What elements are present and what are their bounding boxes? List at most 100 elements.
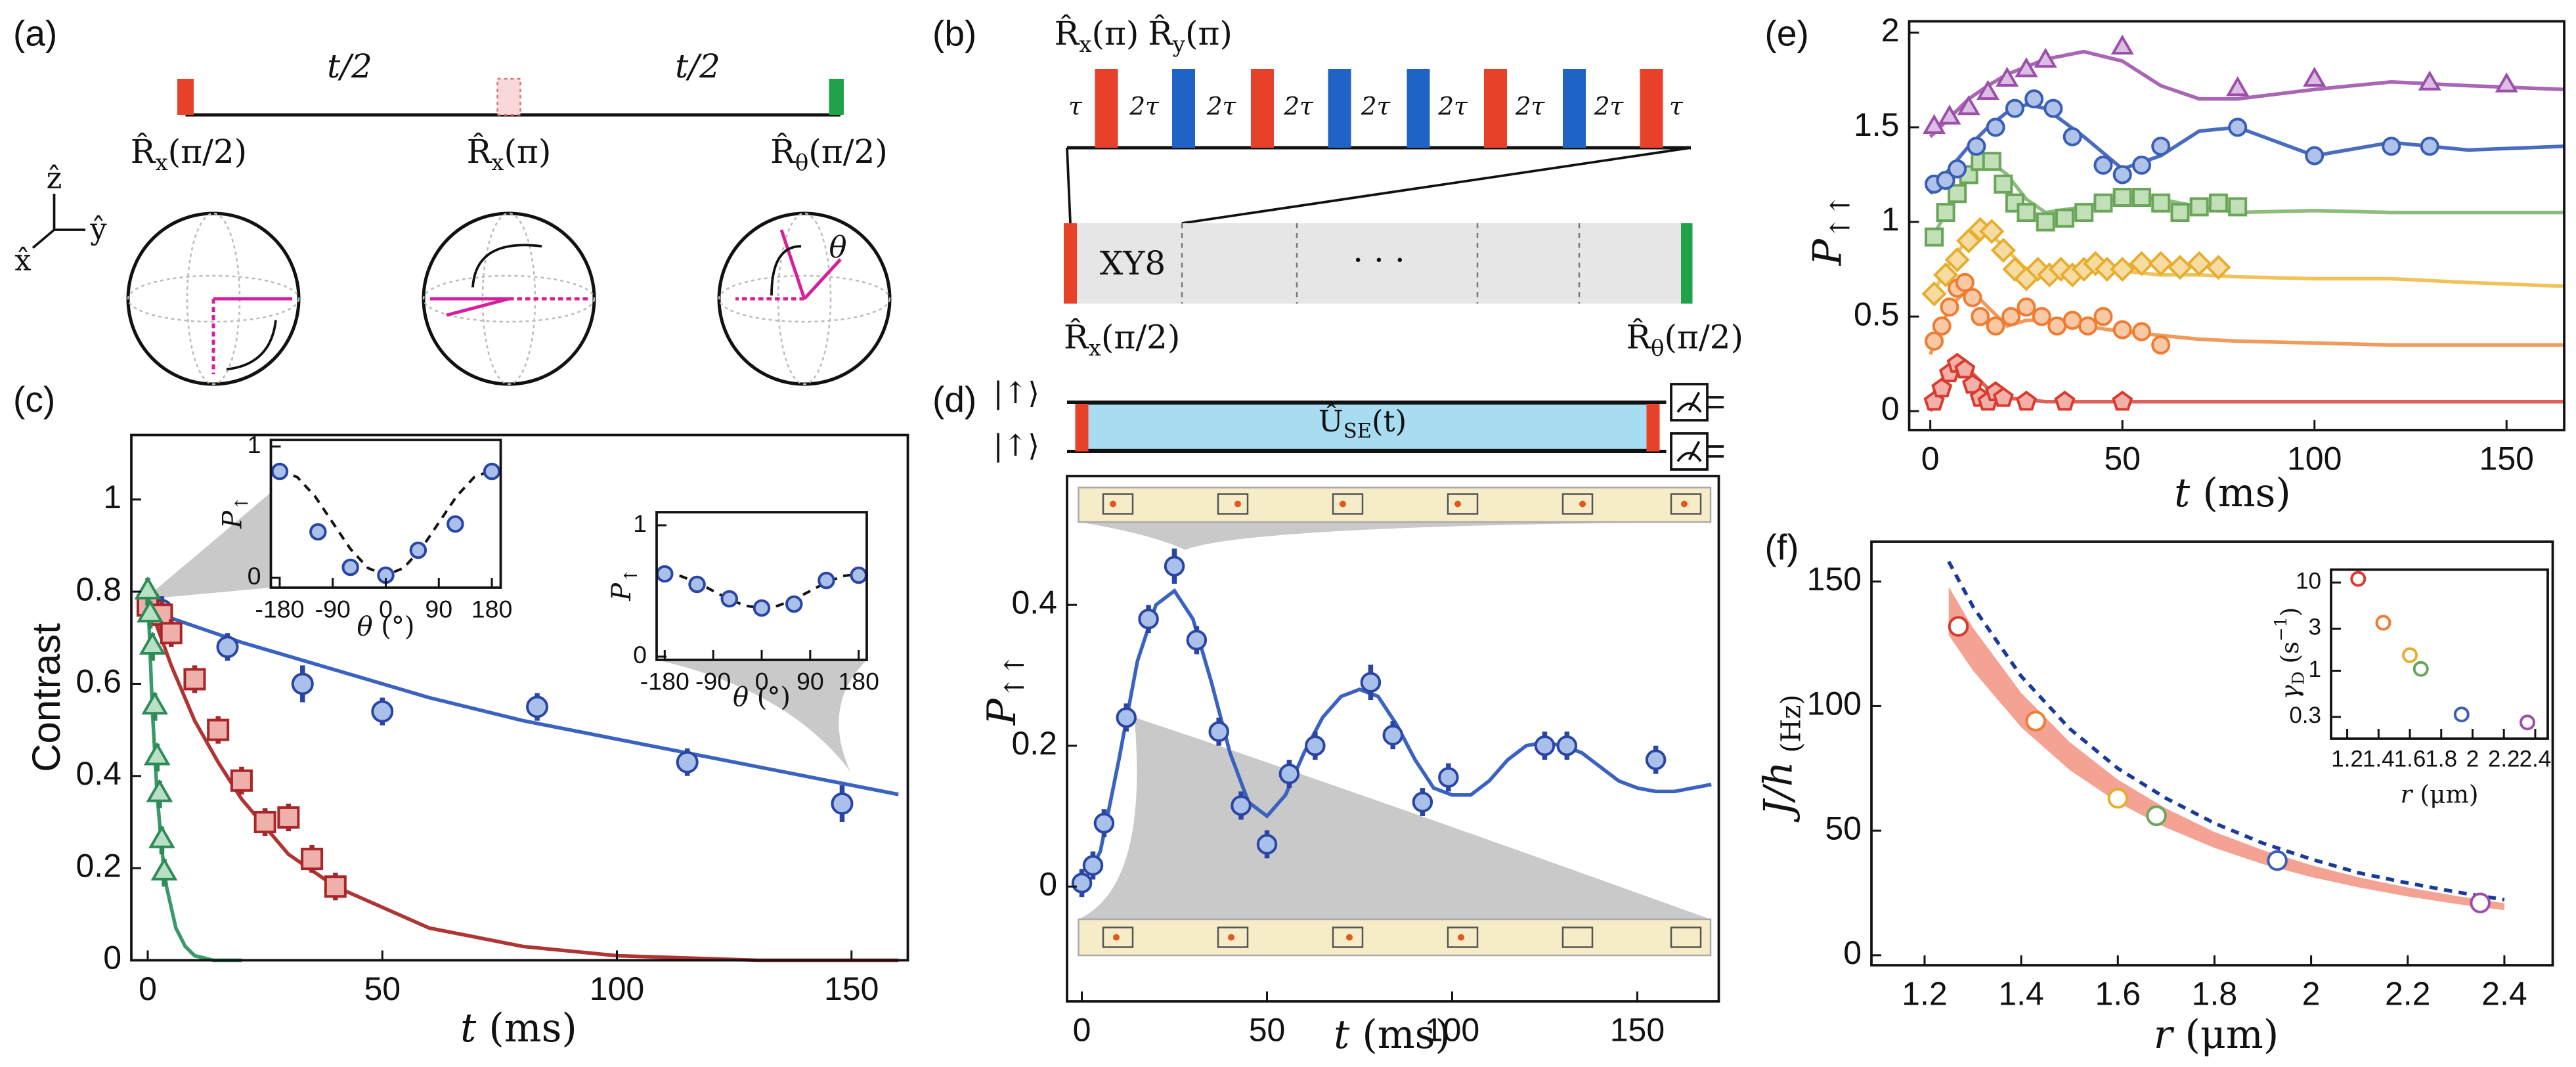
fit-line xyxy=(1929,102,2565,195)
marker xyxy=(216,636,239,659)
x-tick-label: 1.4 xyxy=(2363,747,2395,772)
x-tick-label: 2.4 xyxy=(2520,747,2552,772)
marker xyxy=(2063,127,2082,146)
marker xyxy=(2112,188,2132,207)
text-part: D xyxy=(2288,672,2308,685)
text-part: (Hz) xyxy=(1775,695,1806,762)
marker xyxy=(1976,79,1999,100)
text-part: P xyxy=(979,697,1025,726)
marker xyxy=(1962,373,1984,394)
zoom-lines xyxy=(1066,146,1692,225)
marker xyxy=(1556,735,1578,756)
text-part: R̂ xyxy=(1148,14,1173,53)
marker xyxy=(2032,307,2051,326)
text-part: (π/2) xyxy=(1664,318,1743,357)
text-part: ↑ xyxy=(232,496,252,511)
plot-area xyxy=(271,440,501,588)
marker xyxy=(2025,710,2046,731)
marker xyxy=(1938,104,1961,125)
fit-line xyxy=(1080,588,1712,888)
text-part: (μm) xyxy=(2172,1012,2279,1058)
diagram-d xyxy=(1067,383,1724,471)
delay-label: τ xyxy=(1669,92,1684,121)
delay-label: 2τ xyxy=(1594,92,1625,121)
marker xyxy=(2170,203,2190,223)
y-tick-label: 3 xyxy=(2309,615,2321,640)
marker xyxy=(1231,795,1252,816)
marker xyxy=(2110,34,2134,54)
x-axis-label: t (ms) xyxy=(2174,470,2291,516)
x-tick-label: 90 xyxy=(797,668,824,695)
y-tick-label: 0.2 xyxy=(1011,725,1057,762)
marker xyxy=(2015,57,2038,77)
interval-label: t/2 xyxy=(675,47,720,85)
x-tick-label: 2 xyxy=(2466,747,2479,772)
marker xyxy=(1986,316,2005,336)
x-tick-label: 150 xyxy=(2479,441,2534,477)
y-tick-label: 0.2 xyxy=(76,847,121,884)
marker xyxy=(2151,193,2171,213)
y-tick-label: 2 xyxy=(1881,12,1900,49)
pulse xyxy=(177,79,194,115)
marker xyxy=(2146,805,2167,827)
text-part: θ xyxy=(357,612,372,642)
y-tick-label: 0.4 xyxy=(76,755,121,792)
y-tick-label: 150 xyxy=(1807,561,1862,598)
marker xyxy=(656,565,674,583)
marker xyxy=(1948,159,1967,179)
text-part: (π/2) xyxy=(168,133,248,171)
marker xyxy=(1990,238,2016,263)
x-tick-label: 150 xyxy=(824,970,879,1007)
plot-frame xyxy=(1870,540,2554,967)
pulse xyxy=(496,77,521,116)
text-part: t xyxy=(1334,1012,1350,1058)
marker xyxy=(1305,735,1326,756)
marker xyxy=(2148,251,2173,276)
text-part: (ms) xyxy=(1349,1012,1451,1058)
marker xyxy=(2054,390,2076,411)
x-tick-label: -180 xyxy=(255,596,304,623)
marker xyxy=(2151,137,2171,156)
y-axis-label: P↑ xyxy=(607,568,642,601)
x-tick-label: 2.2 xyxy=(2488,747,2520,772)
marker xyxy=(2093,156,2113,175)
pulse-label: R̂y(π) xyxy=(1148,14,1233,58)
pulse-label: R̂x(π/2) xyxy=(131,132,247,176)
x-tick-label: 50 xyxy=(1249,1012,1286,1049)
marker xyxy=(2187,251,2212,276)
delay-label: 2τ xyxy=(1283,92,1314,121)
text-part: (ms) xyxy=(2190,470,2291,516)
marker xyxy=(2093,193,2113,213)
marker xyxy=(301,848,324,871)
text-part: (°) xyxy=(749,682,791,712)
marker xyxy=(2305,146,2325,165)
marker xyxy=(146,779,173,802)
y-axis-label: J/h (Hz) xyxy=(1755,695,1806,823)
marker xyxy=(253,810,276,833)
text-part: (ms) xyxy=(476,1005,577,1051)
x-tick-label: 1.2 xyxy=(2331,747,2363,772)
marker xyxy=(277,806,300,829)
text-part: r xyxy=(2400,779,2413,808)
marker xyxy=(2267,850,2288,871)
marker xyxy=(2036,212,2055,232)
marker xyxy=(1645,749,1667,770)
x-tick-label: 0 xyxy=(1073,1012,1091,1049)
marker xyxy=(2015,390,2037,411)
y-tick-label: 50 xyxy=(1825,810,1862,846)
marker xyxy=(1922,114,1946,135)
text-part: t xyxy=(460,1005,477,1051)
y-tick-label: 0.4 xyxy=(1011,584,1057,621)
y-axis-label: Contrast xyxy=(24,623,68,772)
y-axis-label: P↑ xyxy=(218,496,253,529)
x-tick-label: 1.6 xyxy=(2095,976,2141,1013)
angle-label: θ xyxy=(829,230,847,265)
marker xyxy=(2228,197,2248,217)
marker xyxy=(139,631,166,655)
text-part: ↑↑ xyxy=(999,654,1030,699)
x-tick-label: 1.2 xyxy=(1902,976,1948,1013)
marker xyxy=(2107,788,2129,809)
text-part: (π/2) xyxy=(1101,318,1181,357)
axis-name: ŷ xyxy=(89,211,107,246)
